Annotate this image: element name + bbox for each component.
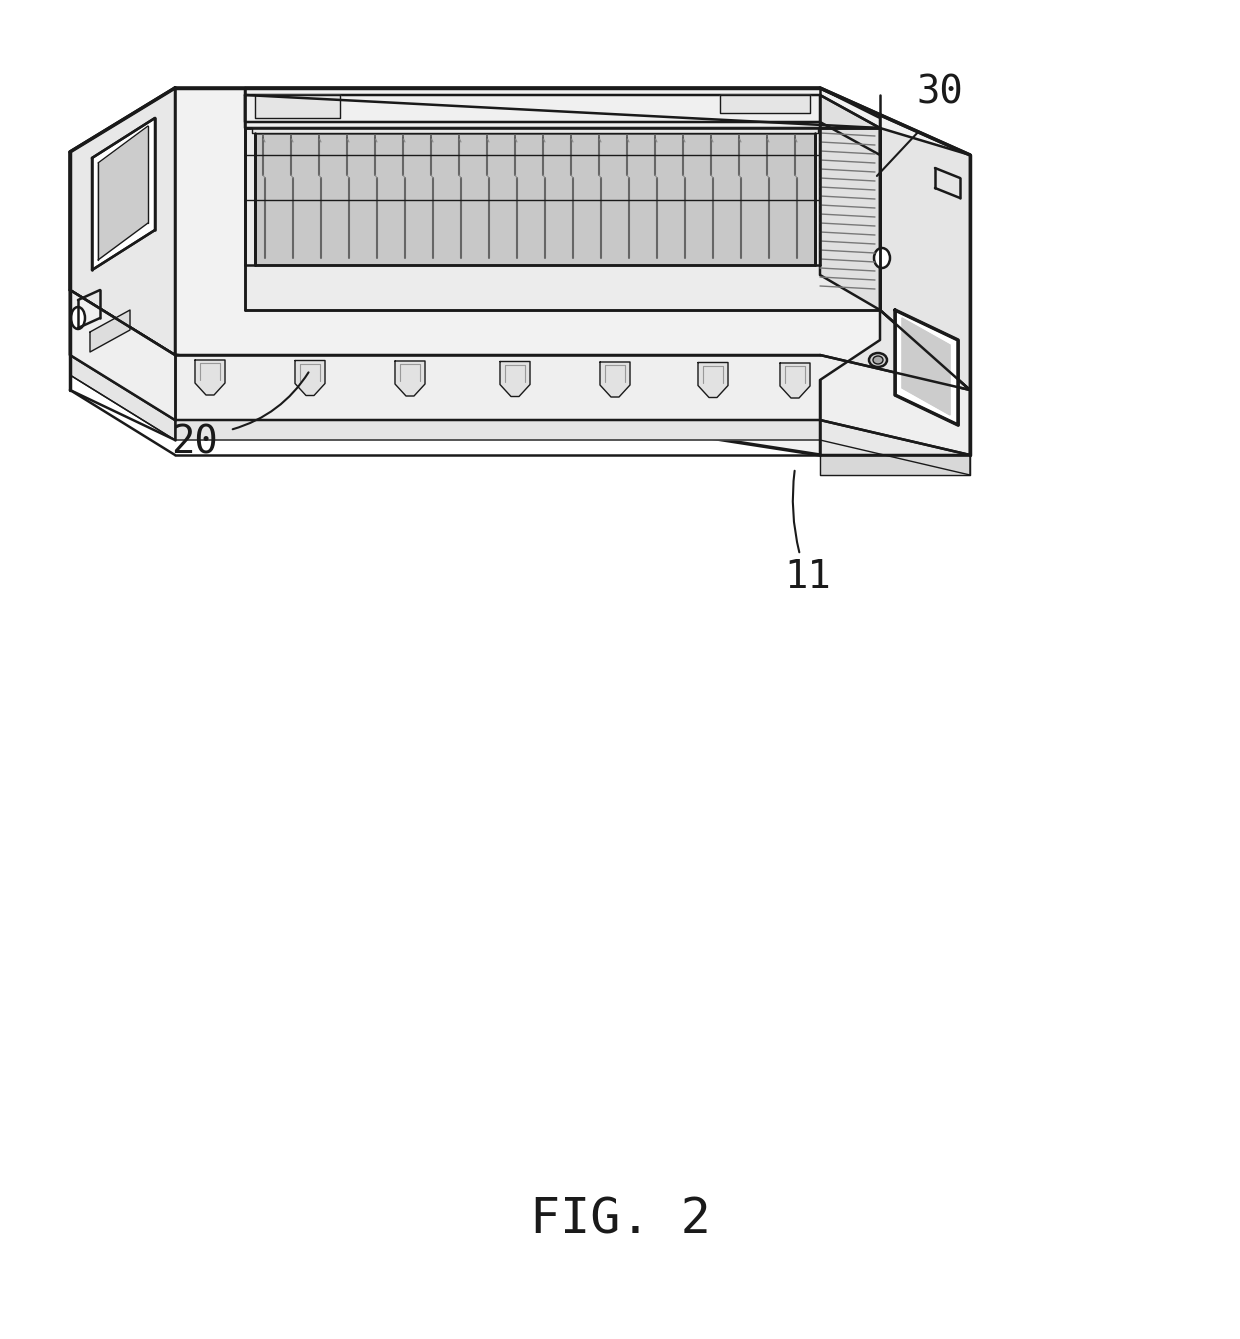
Polygon shape — [246, 95, 880, 129]
Polygon shape — [69, 355, 970, 475]
Polygon shape — [69, 291, 175, 420]
Polygon shape — [820, 311, 970, 455]
Polygon shape — [69, 88, 970, 455]
Polygon shape — [901, 317, 950, 415]
Text: 20: 20 — [171, 424, 218, 462]
Polygon shape — [255, 133, 815, 265]
Polygon shape — [246, 129, 880, 311]
Polygon shape — [69, 355, 175, 441]
Polygon shape — [780, 363, 810, 398]
Polygon shape — [69, 291, 970, 455]
Polygon shape — [820, 455, 970, 475]
Ellipse shape — [874, 248, 890, 268]
Polygon shape — [92, 118, 155, 270]
Polygon shape — [895, 311, 959, 424]
Polygon shape — [820, 95, 880, 311]
Polygon shape — [698, 363, 728, 398]
Text: FIG. 2: FIG. 2 — [529, 1196, 711, 1244]
Text: 30: 30 — [916, 74, 963, 111]
Ellipse shape — [869, 353, 887, 367]
Polygon shape — [720, 95, 810, 112]
Polygon shape — [600, 362, 630, 396]
Polygon shape — [396, 362, 425, 396]
Polygon shape — [255, 95, 340, 118]
Polygon shape — [195, 360, 224, 395]
Polygon shape — [98, 129, 148, 260]
Ellipse shape — [873, 356, 883, 364]
Polygon shape — [880, 129, 970, 390]
Polygon shape — [91, 311, 130, 352]
Polygon shape — [69, 88, 175, 355]
Polygon shape — [252, 129, 818, 133]
Text: 11: 11 — [785, 558, 831, 596]
Polygon shape — [500, 362, 529, 396]
Polygon shape — [295, 360, 325, 395]
Ellipse shape — [71, 307, 86, 329]
